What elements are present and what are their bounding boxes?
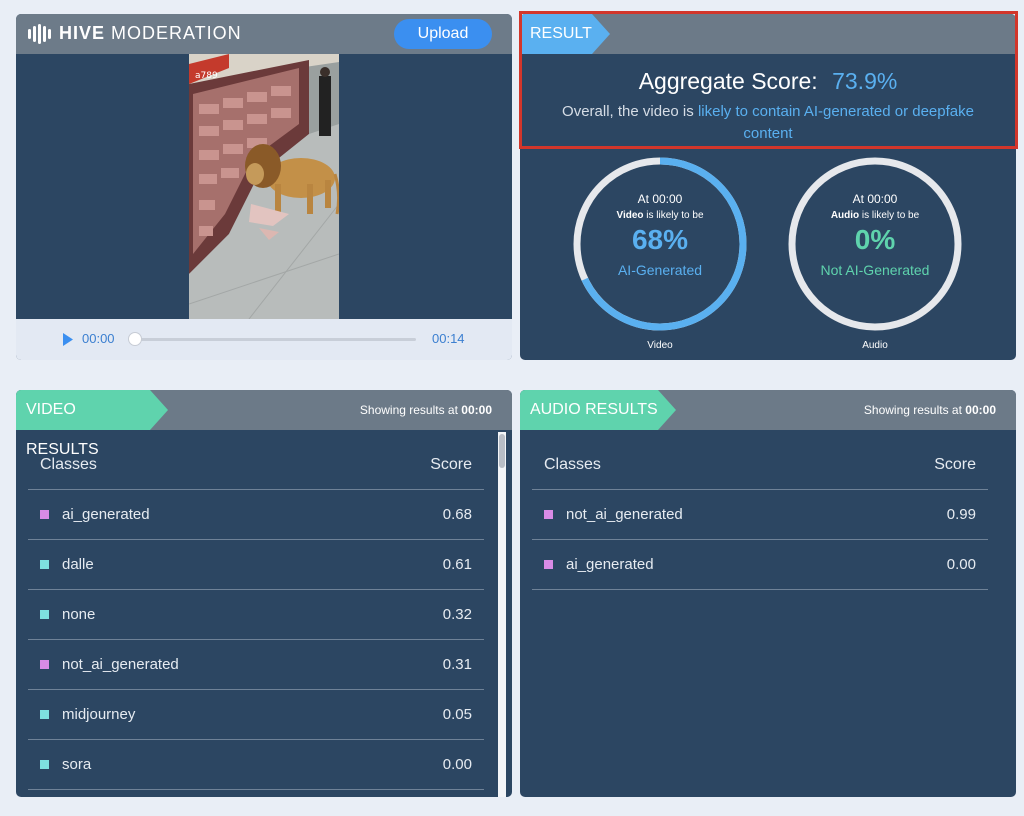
brand-bold: HIVE (59, 23, 106, 43)
table-row: dalle 0.61 (28, 540, 484, 590)
score-cell: 0.99 (946, 506, 976, 523)
class-name: not_ai_generated (566, 506, 683, 523)
col-classes: Classes (544, 456, 601, 473)
video-results-panel: VIDEO RESULTS Showing results at 00:00 C… (16, 390, 512, 797)
score-cell: 0.05 (442, 706, 472, 723)
score-cell: 0.68 (442, 506, 472, 523)
class-name: ai_generated (566, 556, 654, 573)
video-results-header: VIDEO RESULTS Showing results at 00:00 (16, 390, 512, 458)
class-cell: none (40, 606, 95, 623)
player-header: HIVE MODERATION Upload (16, 14, 512, 54)
audio-results-table-header: Classes Score (532, 450, 988, 490)
class-color-swatch (40, 710, 49, 719)
class-name: midjourney (62, 706, 136, 723)
class-cell: sora (40, 756, 91, 773)
class-color-swatch (40, 610, 49, 619)
class-cell: midjourney (40, 706, 135, 723)
audio-results-table: Classes Score not_ai_generated 0.99 ai_gen… (532, 450, 988, 590)
current-time: 00:00 (82, 331, 115, 346)
class-cell: ai_generated (544, 556, 654, 573)
class-name: none (62, 606, 96, 623)
class-color-swatch (40, 510, 49, 519)
seek-handle[interactable] (128, 332, 142, 346)
video-results-tag: VIDEO RESULTS (16, 390, 168, 458)
table-row: ai_generated 0.00 (532, 540, 988, 590)
class-color-swatch (544, 510, 553, 519)
duration-time: 00:14 (432, 331, 465, 346)
video-gauge: At 00:00 Video is likely to be 68% AI-Ge… (572, 156, 748, 332)
video-results-showing: Showing results at 00:00 (359, 403, 492, 417)
video-gauge-subtitle: Video is likely to be (616, 210, 704, 221)
score-cell: 0.32 (442, 606, 472, 623)
class-color-swatch (40, 760, 49, 769)
class-name: sora (62, 756, 92, 773)
class-color-swatch (40, 660, 49, 669)
video-results-table: Classes Score ai_generated 0.68 dalle 0.61 n… (28, 450, 484, 790)
class-color-swatch (40, 560, 49, 569)
play-icon[interactable] (62, 333, 74, 346)
audio-gauge: At 00:00 Audio is likely to be 0% Not AI… (787, 156, 963, 332)
table-row: midjourney 0.05 (28, 690, 484, 740)
audio-results-tag: AUDIO RESULTS (520, 390, 676, 430)
table-row: none 0.32 (28, 590, 484, 640)
aggregate-score-label: Aggregate Score: (638, 68, 818, 94)
video-results-table-header: Classes Score (28, 450, 484, 490)
video-gauge-time: At 00:00 (637, 192, 683, 206)
audio-gauge-percent: 0% (854, 224, 896, 255)
class-color-swatch (544, 560, 553, 569)
score-cell: 0.00 (946, 556, 976, 573)
video-gauge-ring (573, 157, 747, 331)
aggregate-description-prefix: Overall, the video is (562, 103, 694, 120)
class-cell: not_ai_generated (544, 506, 683, 523)
class-cell: dalle (40, 556, 94, 573)
hive-logo: HIVE MODERATION (28, 23, 242, 44)
audio-gauge-time: At 00:00 (852, 192, 898, 206)
table-row: ai_generated 0.68 (28, 490, 484, 540)
aggregate-score: Aggregate Score: 73.9% (520, 68, 1016, 95)
audio-gauge-caption: Audio (862, 340, 888, 351)
aggregate-description: Overall, the video is likely to contain … (536, 101, 1000, 145)
audio-gauge-subtitle: Audio is likely to be (830, 210, 920, 221)
result-panel: RESULT Aggregate Score: 73.9% Overall, t… (520, 14, 1016, 360)
audio-gauge-label: Not AI-Generated (820, 262, 930, 278)
table-row: not_ai_generated 0.99 (532, 490, 988, 540)
video-viewport[interactable]: a789 (16, 54, 512, 319)
video-gauge-caption: Video (647, 340, 673, 351)
audio-results-showing: Showing results at 00:00 (863, 403, 996, 417)
seek-track[interactable] (134, 338, 416, 341)
video-still-image: a789 (189, 54, 339, 319)
class-cell: ai_generated (40, 506, 150, 523)
video-gauge-percent: 68% (631, 224, 689, 255)
aggregate-score-value: 73.9% (832, 68, 898, 94)
col-score: Score (934, 456, 976, 473)
col-score: Score (430, 456, 472, 473)
audio-results-header: AUDIO RESULTS Showing results at 00:00 (520, 390, 1016, 430)
table-row: sora 0.00 (28, 740, 484, 790)
video-results-scrollbar[interactable] (498, 432, 506, 797)
class-name: ai_generated (62, 506, 150, 523)
brand-light: MODERATION (111, 23, 242, 43)
aggregate-description-highlight: likely to contain AI-generated or deepfa… (697, 103, 974, 142)
video-gauge-fill (573, 157, 747, 331)
player-controls: 00:00 00:14 (16, 319, 512, 360)
video-gauge-label: AI-Generated (617, 262, 703, 278)
score-cell: 0.00 (442, 756, 472, 773)
video-player-panel: HIVE MODERATION Upload a789 (16, 14, 512, 360)
upload-button[interactable]: Upload (394, 19, 492, 49)
class-name: not_ai_generated (62, 656, 179, 673)
audio-gauge-ring (788, 157, 962, 331)
class-name: dalle (62, 556, 94, 573)
score-cell: 0.61 (442, 556, 472, 573)
table-row: not_ai_generated 0.31 (28, 640, 484, 690)
score-cell: 0.31 (442, 656, 472, 673)
result-tag: RESULT (520, 14, 610, 54)
store-sign-text: a789 (195, 71, 218, 81)
col-classes: Classes (40, 456, 97, 473)
result-header: RESULT (520, 14, 1016, 54)
hive-logo-icon (28, 23, 51, 44)
video-frame[interactable]: a789 (189, 54, 339, 319)
audio-results-panel: AUDIO RESULTS Showing results at 00:00 C… (520, 390, 1016, 797)
video-results-scroll-thumb[interactable] (499, 434, 505, 468)
class-cell: not_ai_generated (40, 656, 179, 673)
